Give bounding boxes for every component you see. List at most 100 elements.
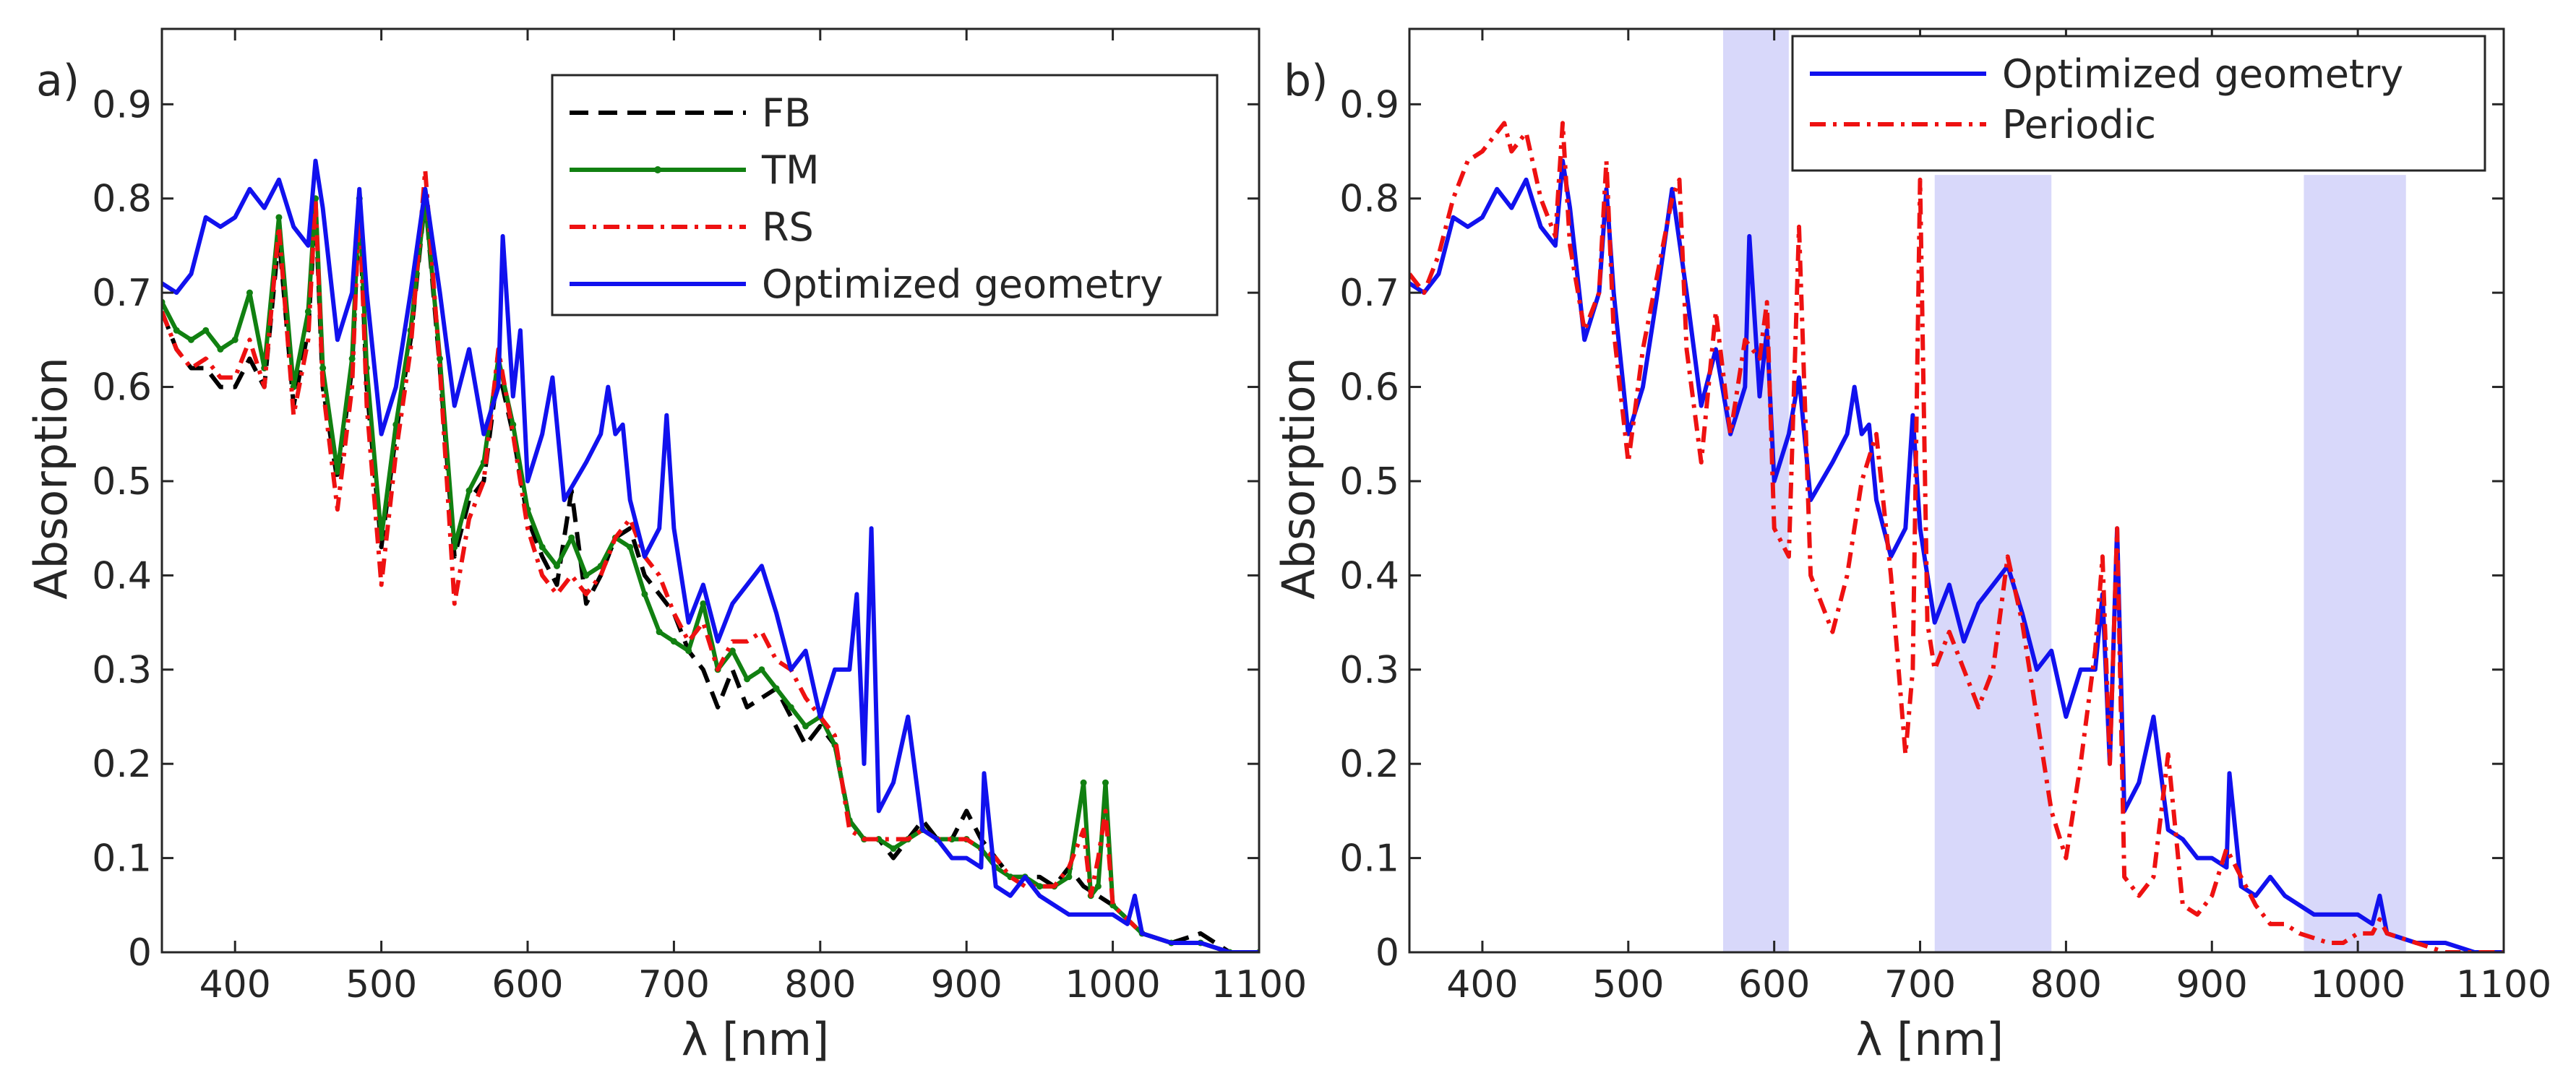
panel-b-y-tick-label: 0 — [1375, 931, 1399, 975]
panel-b-y-tick-label: 0.8 — [1339, 178, 1399, 221]
panel-b-y-tick-label: 0.9 — [1339, 83, 1399, 126]
panel-a-series-tm-marker — [802, 723, 810, 730]
panel-b-y-axis-label: Absorption — [1272, 357, 1325, 600]
panel-b-x-tick-label: 1100 — [2456, 963, 2551, 1006]
panel-a-axes: 400 500 600 700 800 900 1000 1100 0 0.1 0.2 0.3 0.4 0… — [92, 27, 1307, 1006]
panel-a-series-tm-marker — [1065, 874, 1073, 881]
panel-a-y-axis-label: Absorption — [25, 357, 77, 600]
panel-b-x-tick-label: 1000 — [2310, 963, 2405, 1006]
panel-b-series-periodic — [1409, 121, 2504, 952]
panel-a-series-tm-marker — [202, 327, 210, 334]
panel-b-axes-frame — [1408, 27, 2505, 954]
panel-a-y-tick-label: 0.4 — [92, 554, 152, 598]
panel-b-x-tick-label: 700 — [1884, 963, 1956, 1006]
panel-a-legend-label-2: RS — [762, 204, 814, 250]
panel-a-series-tm-marker — [304, 308, 312, 315]
panel-a-series-tm-marker — [1080, 779, 1087, 786]
panel-a-y-tick-label: 0.3 — [92, 649, 152, 692]
panel-a-series-tm-marker — [465, 487, 473, 494]
panel-a-y-tick-label: 0.9 — [92, 83, 152, 126]
panel-a-series-tm-marker — [568, 534, 575, 541]
panel-b-y-tick-label: 0.1 — [1339, 837, 1399, 881]
panel-a-series-tm-marker — [685, 647, 692, 655]
panel-a-series-tm-marker — [1094, 883, 1102, 890]
panel-a-axes-frame — [160, 27, 1261, 954]
panel-b-y-tick-label: 0.3 — [1339, 649, 1399, 692]
panel-b-y-tick-label: 0.4 — [1339, 554, 1399, 598]
panel-a-x-tick-label: 1100 — [1211, 963, 1307, 1006]
panel-b-shaded-band-0 — [1723, 29, 1789, 952]
panel-a-series-tm-marker — [1102, 779, 1109, 786]
panel-a-series-tm-marker — [246, 289, 253, 296]
panel-a-legend: FB TM RS Optimized geometry — [551, 74, 1219, 316]
panel-a-y-tick-label: 0.7 — [92, 272, 152, 315]
panel-a-legend-label-0: FB — [762, 90, 811, 136]
panel-b: 400 500 600 700 800 900 1000 1100 0 0.1 0.2 0.3 0.4 0… — [1272, 27, 2551, 1066]
panel-b-axes: 400 500 600 700 800 900 1000 1100 0 0.1 0.2 0.3 0.4 0… — [1339, 27, 2551, 1006]
panel-b-x-tick-label: 900 — [2176, 963, 2248, 1006]
panel-b-legend: Optimized geometry Periodic — [1791, 35, 2486, 172]
panel-b-series — [1409, 121, 2504, 952]
panel-a-series-tm-marker — [583, 572, 590, 579]
panel-a-series-tm-marker — [700, 600, 707, 607]
panel-a-y-tick-label: 0.1 — [92, 837, 152, 881]
panel-b-x-tick-label: 800 — [2030, 963, 2102, 1006]
panel-a-series-tm-marker — [187, 336, 194, 343]
panel-a-legend-label-3: Optimized geometry — [762, 262, 1163, 307]
panel-a-series-tm-marker — [641, 590, 648, 598]
panel-a: 400 500 600 700 800 900 1000 1100 0 0.1 0.2 0.3 0.4 0… — [25, 27, 1307, 1066]
panel-a-y-tick-label: 0.8 — [92, 178, 152, 221]
panel-b-bands — [1723, 29, 2406, 952]
panel-a-x-tick-label: 800 — [784, 963, 856, 1006]
panel-a-series-tm-marker — [890, 845, 897, 853]
panel-b-legend-label-1: Periodic — [2002, 102, 2156, 147]
panel-b-legend-label-0: Optimized geometry — [2002, 51, 2403, 97]
panel-a-series-tm-marker — [334, 468, 341, 475]
panel-b-y-tick-label: 0.7 — [1339, 272, 1399, 315]
panel-a-series-tm-marker — [231, 336, 239, 343]
panel-b-shaded-band-1 — [1934, 175, 2052, 952]
panel-a-x-tick-label: 600 — [491, 963, 563, 1006]
panel-a-series-tm-marker — [275, 214, 283, 221]
panel-a-series-tm-marker — [627, 543, 634, 551]
panel-a-series-tm-marker — [538, 543, 546, 551]
panel-a-series-tm-marker — [173, 327, 180, 334]
panel-a-x-tick-label: 900 — [931, 963, 1003, 1006]
panel-a-series-tm-marker — [319, 364, 327, 371]
panel-b-shaded-band-2 — [2304, 175, 2406, 952]
panel-a-series-tm-marker — [656, 629, 663, 636]
panel-a-series-tm-marker — [670, 638, 677, 645]
panel-a-series-tm-marker — [437, 355, 444, 362]
panel-a-y-tick-label: 0 — [128, 931, 152, 975]
panel-b-y-tick-label: 0.5 — [1339, 460, 1399, 504]
panel-a-series-tm-marker — [773, 685, 780, 692]
panel-a-y-tick-label: 0.6 — [92, 366, 152, 410]
panel-a-legend-swatch-marker — [654, 166, 661, 173]
panel-b-x-axis-label: λ [nm] — [1856, 1013, 2004, 1066]
panel-b-label: b) — [1284, 56, 1328, 106]
panel-b-x-tick-label: 400 — [1446, 963, 1518, 1006]
panel-a-series-tm-marker — [729, 647, 736, 655]
panel-a-series-tm-marker — [1036, 883, 1043, 890]
panel-a-y-tick-label: 0.5 — [92, 460, 152, 504]
panel-a-legend-box — [551, 74, 1219, 316]
panel-a-x-tick-label: 700 — [638, 963, 710, 1006]
panel-a-series-tm-marker — [553, 562, 560, 569]
panel-a-x-tick-label: 400 — [199, 963, 271, 1006]
panel-a-x-tick-label: 500 — [345, 963, 417, 1006]
panel-b-legend-box — [1791, 35, 2486, 172]
panel-a-series-tm-marker — [744, 676, 751, 683]
panel-a-series-tm-marker — [787, 704, 794, 711]
panel-a-y-tick-label: 0.2 — [92, 743, 152, 786]
panel-a-x-tick-label: 1000 — [1065, 963, 1160, 1006]
panel-a-series-tm-marker — [758, 666, 765, 673]
panel-a-legend-label-1: TM — [761, 147, 820, 193]
panel-a-x-axis-label: λ [nm] — [682, 1013, 829, 1066]
panel-a-series — [162, 158, 1259, 952]
panel-a-series-tm-marker — [348, 355, 356, 362]
panel-b-x-tick-label: 600 — [1738, 963, 1810, 1006]
panel-a-label: a) — [36, 56, 80, 106]
panel-b-y-tick-label: 0.6 — [1339, 366, 1399, 410]
